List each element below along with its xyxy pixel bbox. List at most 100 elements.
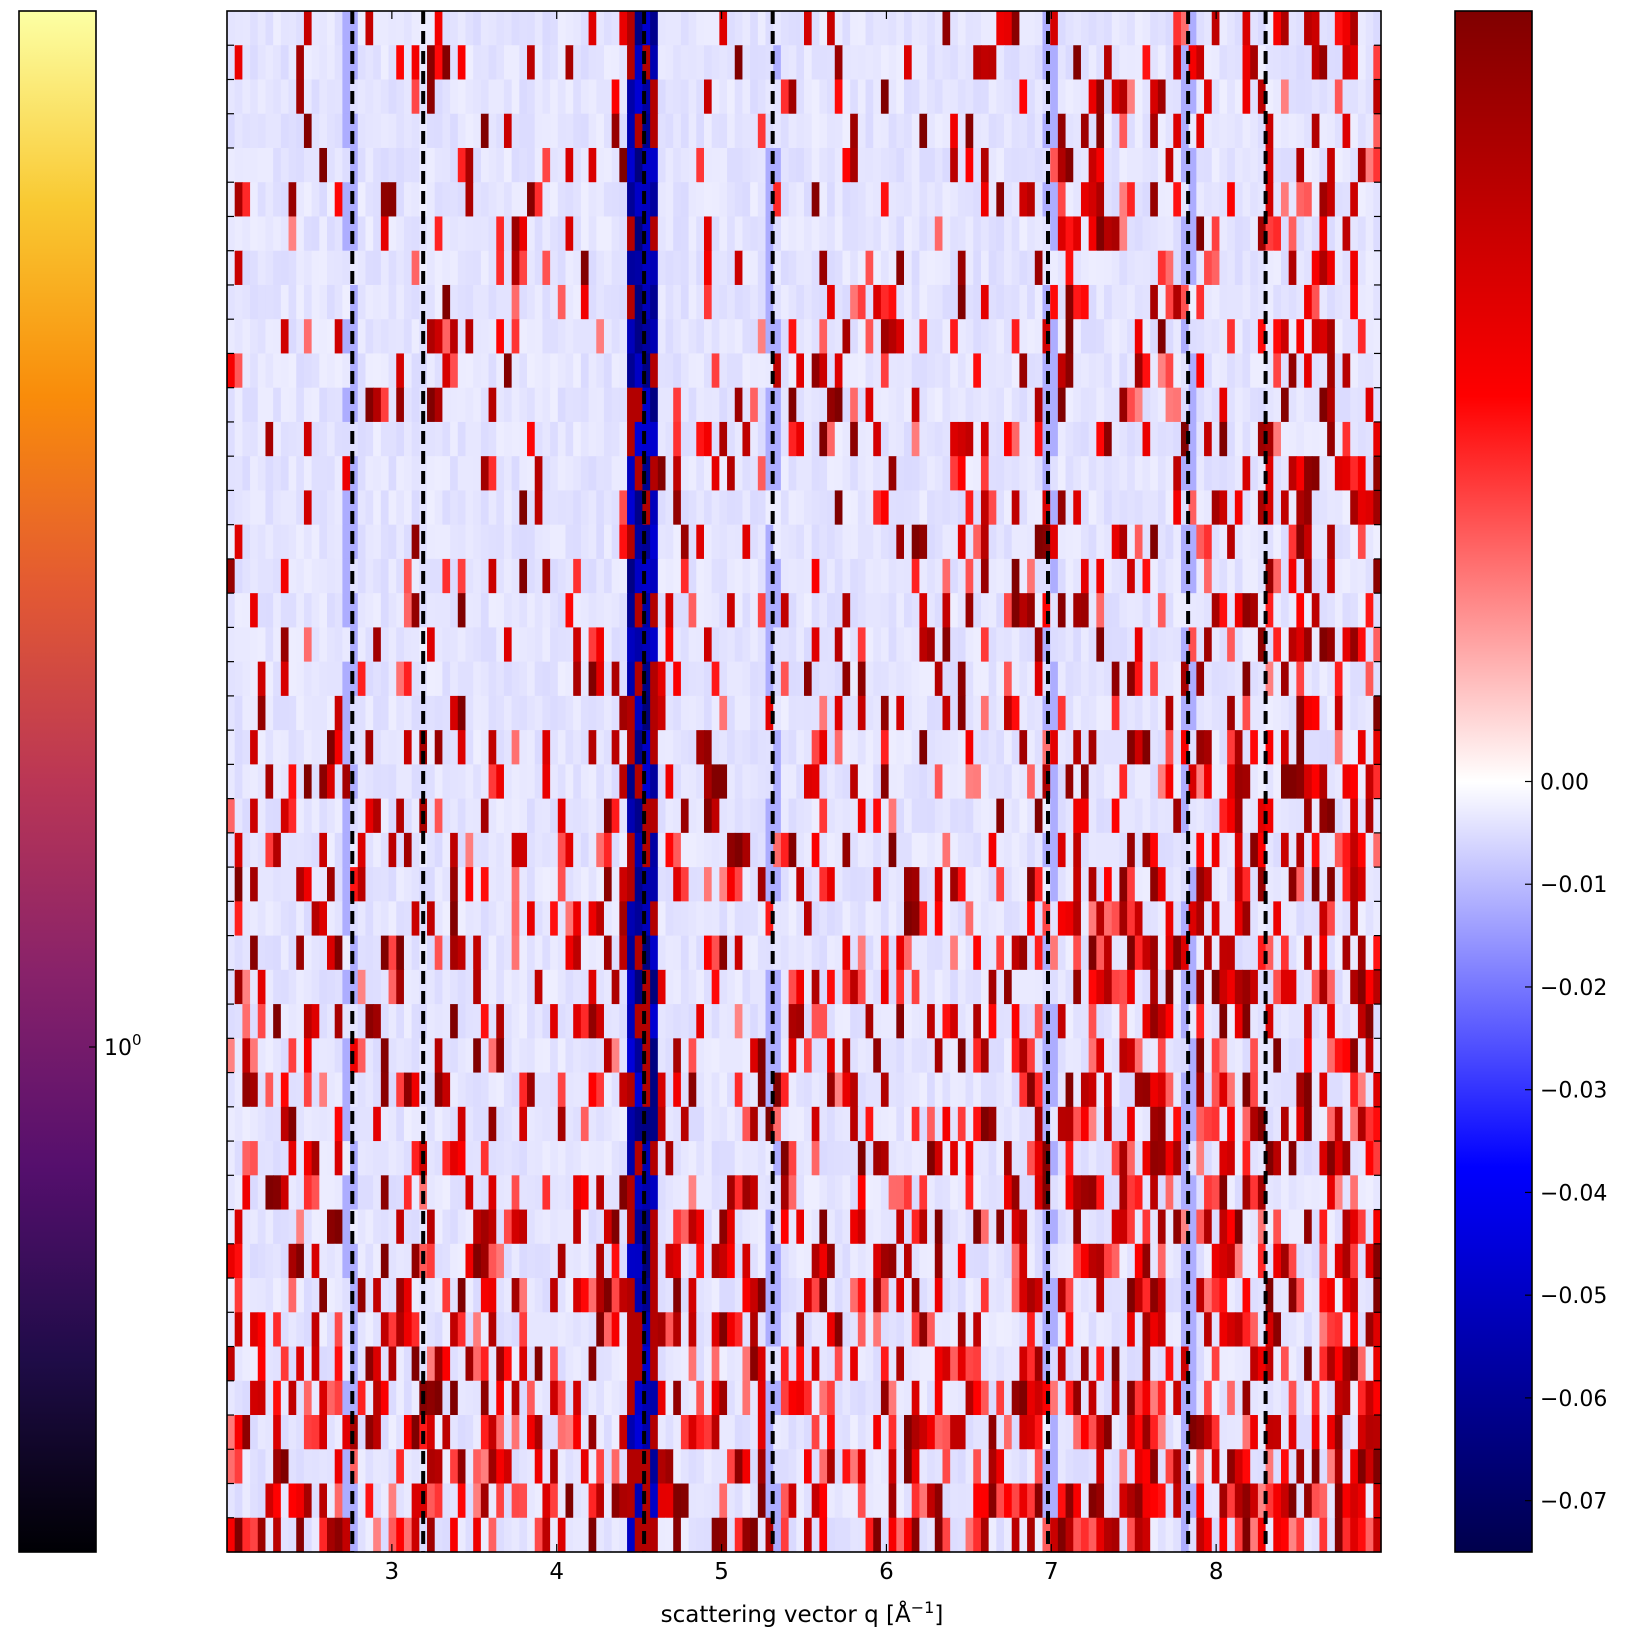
heatmap-cell xyxy=(996,1106,1005,1142)
heatmap-cell xyxy=(711,935,720,971)
heatmap-cell xyxy=(488,730,497,765)
heatmap-cell xyxy=(703,764,713,800)
heatmap-cell xyxy=(1096,1106,1105,1142)
heatmap-cell xyxy=(1019,353,1028,389)
heatmap-cell xyxy=(673,11,682,46)
heatmap-cell xyxy=(580,867,590,902)
heatmap-cell xyxy=(934,901,944,937)
heatmap-cell xyxy=(1127,661,1136,697)
left-colorbar: 100 xyxy=(18,10,142,1553)
heatmap-cell xyxy=(873,798,882,834)
heatmap-cell xyxy=(611,387,620,423)
heatmap-cell xyxy=(1242,456,1251,492)
heatmap-cell xyxy=(996,11,1005,46)
heatmap-cell xyxy=(1288,901,1297,937)
heatmap-cell xyxy=(534,284,544,320)
heatmap-cell xyxy=(688,79,697,115)
heatmap-cell xyxy=(711,901,720,937)
heatmap-cell xyxy=(1234,113,1244,149)
heatmap-cell xyxy=(1134,45,1144,81)
heatmap-cell xyxy=(357,490,367,526)
heatmap-cell xyxy=(1019,695,1028,731)
heatmap-cell xyxy=(819,695,828,731)
heatmap-cell xyxy=(657,11,667,46)
heatmap-cell xyxy=(1027,832,1036,868)
heatmap-cell xyxy=(288,387,297,423)
heatmap-cell xyxy=(927,935,936,971)
heatmap-cell xyxy=(1096,216,1105,252)
heatmap-cell xyxy=(627,79,636,115)
heatmap-cell xyxy=(904,901,913,937)
heatmap-cell xyxy=(896,969,905,1005)
heatmap-cell xyxy=(634,113,644,149)
heatmap-cell xyxy=(965,1106,974,1142)
heatmap-cell xyxy=(973,901,982,937)
heatmap-cell xyxy=(811,832,820,868)
heatmap-cell xyxy=(1034,45,1044,81)
heatmap-cell xyxy=(765,1004,774,1039)
heatmap-cell xyxy=(711,558,720,594)
heatmap-cell xyxy=(1027,695,1036,731)
heatmap-cell xyxy=(1188,1106,1197,1142)
heatmap-cell xyxy=(334,284,343,320)
heatmap-cell xyxy=(642,387,651,423)
heatmap-cell xyxy=(534,421,544,457)
heatmap-cell xyxy=(1357,11,1367,46)
heatmap-cell xyxy=(596,798,605,834)
heatmap-cell xyxy=(1219,250,1228,286)
heatmap-cell xyxy=(1104,353,1113,389)
heatmap-cell xyxy=(627,216,636,252)
heatmap-cell xyxy=(680,250,690,286)
heatmap-cell xyxy=(811,558,820,594)
heatmap-cell xyxy=(1280,730,1290,765)
heatmap-cell xyxy=(1234,524,1244,560)
heatmap-cell xyxy=(1242,353,1251,389)
heatmap-cell xyxy=(780,11,790,46)
heatmap-cell xyxy=(257,901,267,937)
heatmap-cell xyxy=(542,11,551,46)
heatmap-cell xyxy=(303,353,313,389)
heatmap-cell xyxy=(1065,832,1074,868)
heatmap-cell xyxy=(834,182,844,218)
heatmap-cell xyxy=(1088,593,1097,628)
heatmap-cell xyxy=(1250,284,1259,320)
heatmap-cell xyxy=(1365,798,1374,834)
heatmap-cell xyxy=(680,558,690,594)
heatmap-cell xyxy=(1104,935,1113,971)
heatmap-cell xyxy=(1073,695,1082,731)
heatmap-cell xyxy=(273,284,282,320)
heatmap-cell xyxy=(688,421,697,457)
heatmap-cell xyxy=(1165,867,1174,902)
heatmap-cell xyxy=(1065,1072,1074,1108)
heatmap-cell xyxy=(765,558,774,594)
heatmap-cell xyxy=(1080,45,1090,81)
heatmap-cell xyxy=(988,867,997,902)
heatmap-cell xyxy=(1319,250,1328,286)
heatmap-cell xyxy=(865,901,874,937)
heatmap-cell xyxy=(1227,661,1236,697)
heatmap-cell xyxy=(1204,1072,1213,1108)
heatmap-cell xyxy=(365,524,374,560)
heatmap-cell xyxy=(603,764,613,800)
heatmap-cell xyxy=(619,867,628,902)
heatmap-cell xyxy=(1273,421,1282,457)
heatmap-cell xyxy=(1334,558,1344,594)
heatmap-cell xyxy=(957,832,967,868)
heatmap-cell xyxy=(411,421,420,457)
heatmap-cell xyxy=(265,764,274,800)
heatmap-cell xyxy=(619,284,628,320)
heatmap-cell xyxy=(1196,45,1205,81)
heatmap-cell xyxy=(503,319,513,355)
heatmap-cell xyxy=(757,113,767,149)
heatmap-cell xyxy=(1273,524,1282,560)
heatmap-cell xyxy=(1073,216,1082,252)
heatmap-cell xyxy=(373,901,382,937)
heatmap-cell xyxy=(627,147,636,183)
heatmap-cell xyxy=(1311,969,1321,1005)
heatmap-cell xyxy=(1019,593,1028,628)
heatmap-cell xyxy=(696,113,705,149)
heatmap-cell xyxy=(1096,1038,1105,1074)
heatmap-cell xyxy=(1027,935,1036,971)
heatmap-cell xyxy=(642,730,651,765)
heatmap-cell xyxy=(534,695,544,731)
